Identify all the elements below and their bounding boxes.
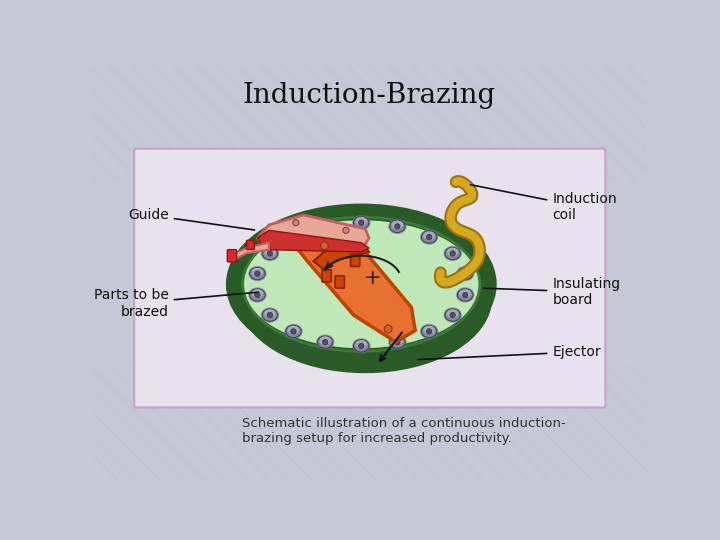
- Circle shape: [267, 312, 273, 318]
- Ellipse shape: [251, 268, 264, 276]
- Ellipse shape: [423, 231, 435, 240]
- Circle shape: [320, 242, 328, 249]
- Circle shape: [291, 329, 296, 334]
- Ellipse shape: [457, 267, 473, 280]
- Ellipse shape: [420, 230, 438, 245]
- Ellipse shape: [421, 231, 437, 243]
- Ellipse shape: [286, 231, 301, 243]
- Circle shape: [267, 251, 273, 256]
- Ellipse shape: [316, 219, 335, 234]
- Ellipse shape: [447, 309, 459, 318]
- Circle shape: [359, 343, 364, 348]
- Ellipse shape: [388, 334, 407, 350]
- Ellipse shape: [234, 212, 488, 356]
- Ellipse shape: [352, 215, 371, 231]
- Ellipse shape: [288, 326, 300, 334]
- Ellipse shape: [423, 326, 435, 334]
- Ellipse shape: [445, 247, 460, 260]
- Ellipse shape: [390, 336, 405, 348]
- Ellipse shape: [447, 248, 459, 256]
- Polygon shape: [230, 242, 269, 261]
- Ellipse shape: [392, 220, 403, 229]
- Ellipse shape: [288, 231, 300, 240]
- Circle shape: [395, 224, 400, 229]
- Circle shape: [450, 251, 455, 256]
- Text: Induction
coil: Induction coil: [470, 185, 617, 222]
- Circle shape: [323, 340, 328, 345]
- Ellipse shape: [457, 289, 473, 301]
- Text: Parts to be
brazed: Parts to be brazed: [94, 288, 258, 319]
- Ellipse shape: [248, 266, 266, 281]
- Ellipse shape: [354, 217, 369, 229]
- Ellipse shape: [320, 336, 331, 345]
- Ellipse shape: [262, 247, 278, 260]
- FancyBboxPatch shape: [228, 249, 237, 262]
- Ellipse shape: [356, 217, 367, 225]
- Ellipse shape: [261, 307, 279, 323]
- Ellipse shape: [392, 336, 403, 345]
- Ellipse shape: [238, 223, 492, 373]
- FancyBboxPatch shape: [134, 148, 606, 408]
- Ellipse shape: [248, 287, 266, 302]
- Circle shape: [462, 271, 468, 276]
- Ellipse shape: [388, 219, 407, 234]
- Circle shape: [359, 220, 364, 225]
- Ellipse shape: [390, 220, 405, 233]
- FancyBboxPatch shape: [335, 276, 344, 288]
- Ellipse shape: [459, 289, 471, 298]
- Ellipse shape: [250, 267, 265, 280]
- Polygon shape: [292, 231, 415, 342]
- Ellipse shape: [356, 340, 367, 348]
- Circle shape: [255, 271, 260, 276]
- Ellipse shape: [261, 246, 279, 261]
- Circle shape: [384, 325, 392, 333]
- Ellipse shape: [318, 336, 333, 348]
- Circle shape: [291, 234, 296, 240]
- Ellipse shape: [284, 324, 302, 339]
- Text: +: +: [364, 268, 382, 288]
- FancyBboxPatch shape: [246, 240, 254, 249]
- Circle shape: [323, 224, 328, 229]
- Text: Induction-Brazing: Induction-Brazing: [243, 82, 495, 109]
- Ellipse shape: [444, 246, 462, 261]
- Text: Schematic illustration of a continuous induction-
brazing setup for increased pr: Schematic illustration of a continuous i…: [242, 416, 566, 444]
- Ellipse shape: [264, 248, 276, 256]
- FancyBboxPatch shape: [322, 269, 331, 282]
- Ellipse shape: [262, 309, 278, 321]
- Circle shape: [293, 220, 299, 226]
- Polygon shape: [257, 231, 369, 252]
- Ellipse shape: [445, 309, 460, 321]
- Ellipse shape: [251, 289, 264, 298]
- Ellipse shape: [316, 334, 335, 350]
- Text: Guide: Guide: [128, 208, 255, 230]
- Ellipse shape: [456, 287, 474, 302]
- Text: Ejector: Ejector: [418, 345, 601, 360]
- Ellipse shape: [250, 289, 265, 301]
- Circle shape: [426, 234, 432, 240]
- Ellipse shape: [459, 268, 471, 276]
- Circle shape: [450, 312, 455, 318]
- Ellipse shape: [420, 324, 438, 339]
- Ellipse shape: [421, 325, 437, 338]
- Ellipse shape: [354, 340, 369, 352]
- Circle shape: [426, 329, 432, 334]
- Circle shape: [395, 340, 400, 345]
- Polygon shape: [257, 215, 369, 251]
- Ellipse shape: [264, 309, 276, 318]
- Ellipse shape: [318, 220, 333, 233]
- FancyBboxPatch shape: [351, 254, 360, 267]
- Ellipse shape: [284, 230, 302, 245]
- Circle shape: [255, 292, 260, 298]
- Ellipse shape: [352, 338, 371, 354]
- Ellipse shape: [286, 325, 301, 338]
- Text: Insulating
board: Insulating board: [483, 277, 621, 307]
- Circle shape: [462, 292, 468, 298]
- Ellipse shape: [444, 307, 462, 323]
- Ellipse shape: [456, 266, 474, 281]
- Polygon shape: [314, 242, 369, 269]
- Circle shape: [343, 227, 349, 233]
- Ellipse shape: [320, 220, 331, 229]
